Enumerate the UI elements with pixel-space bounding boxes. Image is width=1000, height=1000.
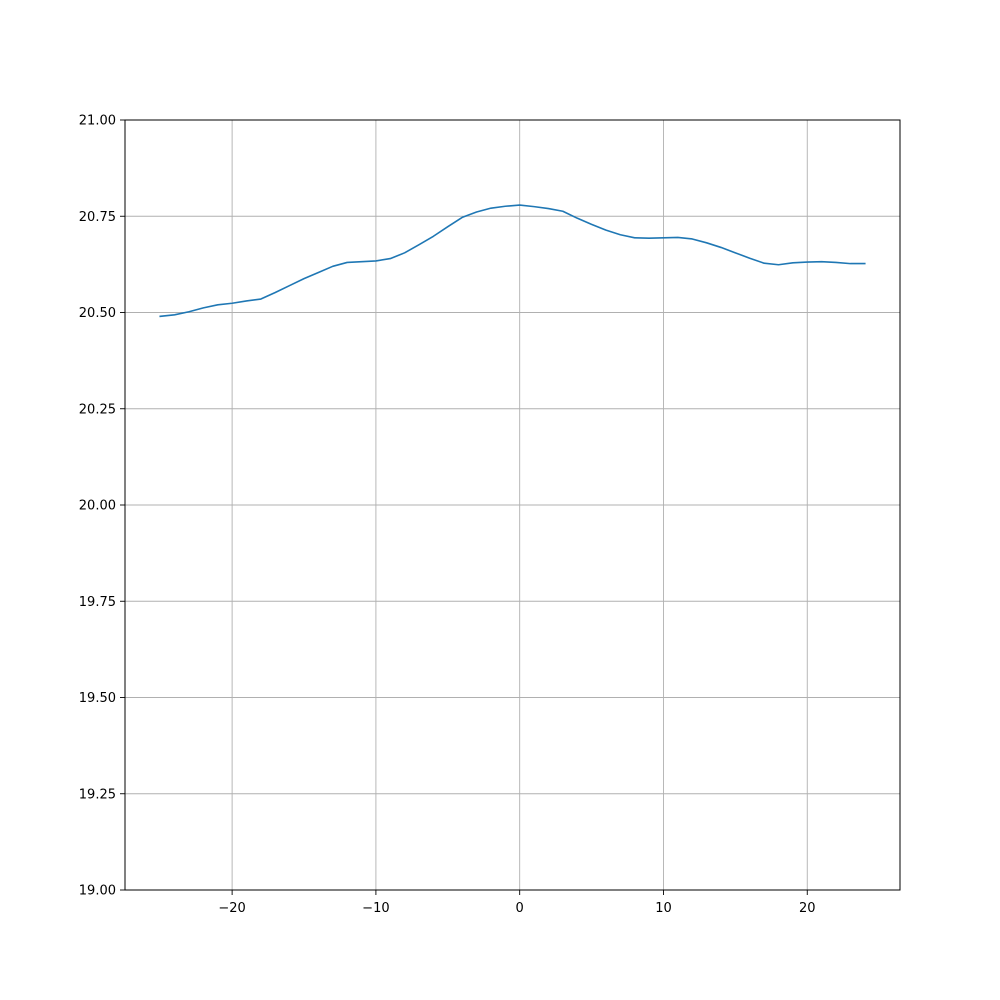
y-axis: 19.00 19.25 19.50 19.75 20.00 20.25 20.50 20.75… (79, 114, 125, 899)
y-tick-label: 19.50 (79, 691, 116, 706)
grid-layer (125, 120, 900, 890)
y-tick-label: 19.75 (79, 595, 116, 610)
series-line-0 (159, 204, 866, 318)
x-tick-label: 0 (516, 901, 524, 916)
y-tick-label: 20.50 (79, 306, 116, 321)
x-tick-label: 10 (655, 901, 672, 916)
y-tick-label: 20.75 (79, 210, 116, 225)
y-tick-label: 19.00 (79, 884, 116, 899)
x-axis: −20 −10 0 10 20 (218, 890, 816, 916)
y-tick-label: 19.25 (79, 787, 116, 802)
y-tick-label: 20.25 (79, 402, 116, 417)
y-tick-label: 21.00 (79, 114, 116, 129)
y-tick-label: 20.00 (79, 499, 116, 514)
x-tick-label: 20 (799, 901, 816, 916)
x-tick-label: −20 (218, 901, 245, 916)
series-layer (159, 204, 866, 318)
x-tick-label: −10 (362, 901, 389, 916)
